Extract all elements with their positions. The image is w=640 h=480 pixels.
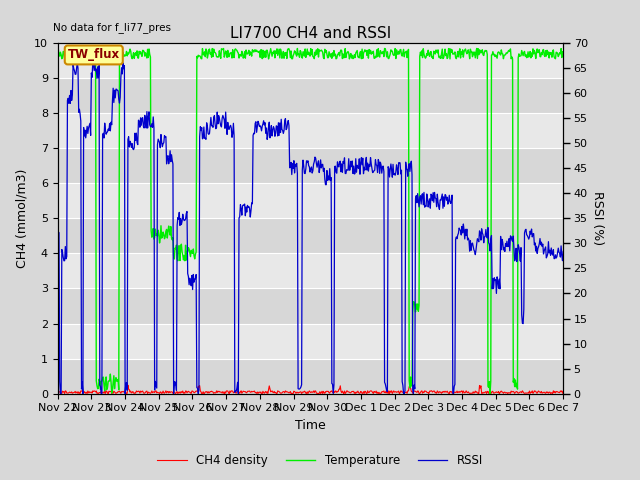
Text: No data for f_li77_pres: No data for f_li77_pres (52, 22, 170, 33)
RSSI (63, 97, 71, 103)
Line: CH4 density: CH4 density (58, 385, 563, 394)
CH4 density (373, 390, 381, 396)
Bar (58, 218, 563, 253)
Title: LI7700 CH4 and RSSI: LI7700 CH4 and RSSI (230, 25, 391, 41)
Temperature (166, 232, 174, 238)
RSSI (116, 95, 124, 100)
RSSI (195, 391, 202, 396)
Bar (58, 288, 563, 324)
Line: Temperature: Temperature (58, 48, 563, 394)
CH4 density (63, 390, 70, 396)
Bar (58, 78, 563, 113)
CH4 density (115, 389, 123, 395)
CH4 density (388, 388, 396, 394)
Y-axis label: RSSI (%): RSSI (%) (591, 192, 604, 245)
CH4 density (200, 391, 208, 396)
CH4 density (54, 390, 61, 396)
Temperature (372, 53, 380, 59)
RSSI (74, 60, 81, 65)
RSSI (168, 152, 175, 157)
CH4 density (194, 388, 202, 394)
CH4 density (167, 389, 175, 395)
RSSI (54, 234, 61, 240)
Temperature (559, 52, 567, 58)
Temperature (387, 51, 394, 57)
RSSI (388, 167, 396, 173)
Temperature (473, 46, 481, 51)
Bar (58, 148, 563, 183)
RSSI (373, 163, 381, 168)
Temperature (54, 47, 61, 53)
Temperature (115, 387, 123, 393)
RSSI (559, 249, 567, 254)
Y-axis label: CH4 (mmol/m3): CH4 (mmol/m3) (15, 168, 28, 268)
Line: RSSI: RSSI (58, 62, 563, 394)
CH4 density (559, 389, 567, 395)
Temperature (486, 391, 494, 396)
X-axis label: Time: Time (295, 419, 326, 432)
CH4 density (124, 382, 132, 388)
Temperature (193, 54, 201, 60)
Text: TW_flux: TW_flux (68, 48, 120, 61)
Temperature (63, 49, 70, 55)
RSSI (56, 391, 64, 396)
Legend: CH4 density, Temperature, RSSI: CH4 density, Temperature, RSSI (152, 449, 488, 472)
Bar (58, 359, 563, 394)
